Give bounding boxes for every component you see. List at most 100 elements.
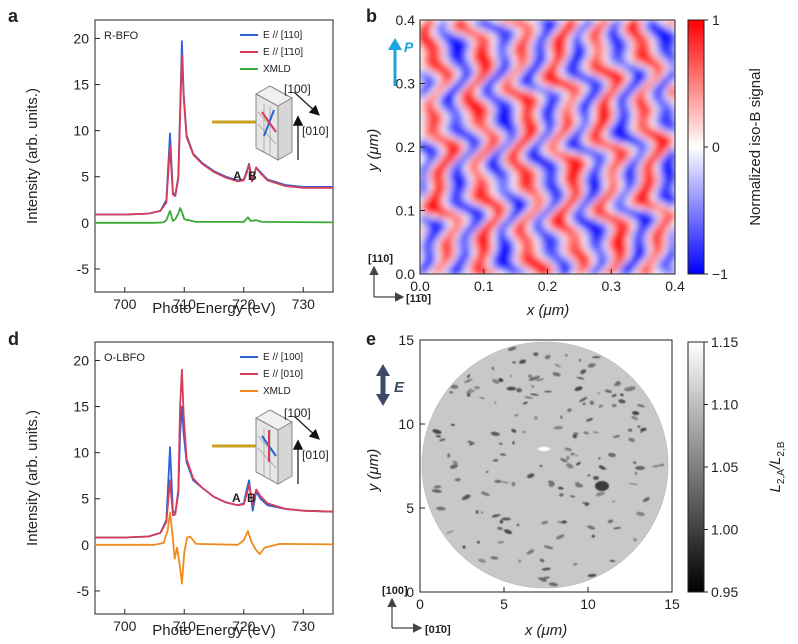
d-ytick-label-2: 5 <box>81 491 89 507</box>
panel-b-colorbar-tick-max: 1 <box>712 12 720 28</box>
panel-a-sample-label: R-BFO <box>104 30 139 42</box>
b-ytick-label-3: 0.3 <box>396 76 416 92</box>
panel-b-axis-label-1-10: [11̄0] <box>406 293 431 305</box>
panel-e-axis-label-100: [100] <box>382 585 408 597</box>
panel-d-dir-label-010: [010] <box>302 448 329 462</box>
panel-a-sample-side <box>277 97 293 161</box>
panel-e-x-ticks: 0 5 10 15 <box>416 587 680 612</box>
panel-b-heatmap <box>420 20 675 274</box>
panel-b-y-ticks: 0.0 0.1 0.2 0.3 0.4 <box>396 12 425 282</box>
panel-a: a R-BFO 700 710 720 730 -5 0 5 10 15 20 Photo En… <box>8 6 334 317</box>
e-xtick-label-1: 5 <box>500 596 508 612</box>
panel-a-legend-label-1: E // [110] <box>263 30 303 41</box>
a-ytick-label-2: 5 <box>81 169 89 185</box>
b-ytick-label-1: 0.1 <box>396 203 416 219</box>
b-ytick-label-2: 0.2 <box>396 139 416 155</box>
a-xtick-label-3: 730 <box>292 296 316 312</box>
a-xtick-label-1: 710 <box>173 296 197 312</box>
d-ytick-label-5: 20 <box>73 352 89 368</box>
a-xtick-label-2: 720 <box>232 296 256 312</box>
d-xtick-label-2: 720 <box>232 618 256 634</box>
panel-e-colorbar-label: L2,A/L2,B <box>767 441 787 492</box>
a-series-line-0 <box>95 40 333 216</box>
d-series-line-0 <box>95 405 334 539</box>
panel-a-x-ticks: 700 710 720 730 <box>113 287 315 312</box>
panel-a-dir-arrow-100 <box>293 91 320 116</box>
panel-a-x-axis-label: Photo Energy (eV) <box>152 300 275 317</box>
panel-d-geometry-inset: [100] [010] <box>212 406 329 485</box>
a-ytick-label-0: -5 <box>77 261 90 277</box>
panel-e-letter: e <box>366 329 376 349</box>
panel-d-x-axis-label: Photo Energy (eV) <box>152 622 275 639</box>
panel-b-polarization-label: P <box>404 39 414 55</box>
e-xtick-label-0: 0 <box>416 596 424 612</box>
d-ytick-label-4: 15 <box>73 399 89 415</box>
panel-a-series <box>95 40 334 224</box>
e-cbtick-label-2: 1.05 <box>711 459 738 475</box>
panel-d-peak-B: B <box>247 491 256 505</box>
d-xtick-label-0: 700 <box>113 618 137 634</box>
e-cbtick-label-3: 1.00 <box>711 522 738 538</box>
e-xtick-label-2: 10 <box>580 596 596 612</box>
a-ytick-label-5: 20 <box>73 30 89 46</box>
e-xtick-label-3: 15 <box>664 596 680 612</box>
panel-a-dir-label-100: [100] <box>284 82 311 96</box>
panel-a-dir-label-010: [010] <box>302 124 329 138</box>
e-cbtick-label-4: 0.95 <box>711 584 738 600</box>
a-series-line-2 <box>95 207 334 224</box>
panel-d-axes-frame <box>94 341 334 615</box>
panel-a-legend: E // [110] E // [1̄10] XMLD <box>240 30 303 75</box>
panel-b-polarization-arrowhead <box>388 38 402 50</box>
panel-d-legend: E // [100] E // [010] XMLD <box>240 352 303 397</box>
panel-a-y-ticks: -5 0 5 10 15 20 <box>73 30 100 277</box>
b-xtick-label-4: 0.4 <box>665 278 685 294</box>
panel-e: e 0 5 10 15 0 5 10 15 x (μm) y (μm) E [100] [0… <box>365 329 787 639</box>
panel-e-axes-frame <box>419 339 673 593</box>
e-ytick-label-0: 0 <box>406 584 414 600</box>
panel-b-colorbar <box>687 19 705 275</box>
panel-e-efield-arrowhead-up <box>376 364 390 376</box>
panel-e-y-axis-label: y (μm) <box>365 449 382 492</box>
panel-a-peak-A: A <box>233 169 242 183</box>
b-xtick-label-3: 0.3 <box>602 278 622 294</box>
panel-d-dir-arrow-100 <box>293 415 320 440</box>
panel-a-axes-frame <box>94 19 334 293</box>
panel-d: d O-LBFO 700 710 720 730 -5 0 5 10 15 20 Photo E… <box>8 329 334 639</box>
panel-b-axis-label-110: [110] <box>368 253 393 265</box>
b-xtick-label-2: 0.2 <box>538 278 558 294</box>
d-series-line-2 <box>95 511 334 585</box>
panel-d-sample-side <box>277 421 293 485</box>
panel-d-peak-A: A <box>232 491 241 505</box>
panel-e-y-ticks: 0 5 10 15 <box>398 332 425 600</box>
panel-e-image <box>422 342 668 588</box>
a-ytick-label-1: 0 <box>81 215 89 231</box>
a-ytick-label-3: 10 <box>73 123 89 139</box>
panel-a-legend-label-3: XMLD <box>263 64 291 75</box>
panel-d-legend-label-2: E // [010] <box>263 369 303 380</box>
e-cbtick-label-1: 1.10 <box>711 397 738 413</box>
panel-e-efield-label: E <box>394 379 405 396</box>
panel-b-colorbar-tick-mid: 0 <box>712 139 720 155</box>
panel-a-peak-B: B <box>248 169 257 183</box>
panel-e-axis-label-0-10: [01̄0] <box>425 624 451 636</box>
d-xtick-label-1: 710 <box>173 618 197 634</box>
panel-d-y-ticks: -5 0 5 10 15 20 <box>73 352 100 599</box>
panel-b-colorbar-tick-min: −1 <box>712 266 728 282</box>
d-series-line-1 <box>95 368 334 539</box>
e-ytick-label-3: 15 <box>398 332 414 348</box>
panel-d-legend-label-3: XMLD <box>263 386 291 397</box>
b-ytick-label-4: 0.4 <box>396 12 416 28</box>
panel-b-letter: b <box>366 6 377 26</box>
e-cbtick-label-0: 1.15 <box>711 334 738 350</box>
panel-b-x-axis-label: x (μm) <box>526 302 569 319</box>
a-xtick-label-0: 700 <box>113 296 137 312</box>
panel-b-x-ticks: 0.0 0.1 0.2 0.3 0.4 <box>410 269 685 294</box>
b-ytick-label-0: 0.0 <box>396 266 416 282</box>
panel-a-letter: a <box>8 6 19 26</box>
b-xtick-label-0: 0.0 <box>410 278 430 294</box>
d-ytick-label-3: 10 <box>73 445 89 461</box>
panel-e-colorbar <box>687 341 705 593</box>
panel-d-sample-label: O-LBFO <box>104 352 145 364</box>
panel-a-efield-red <box>261 111 277 133</box>
